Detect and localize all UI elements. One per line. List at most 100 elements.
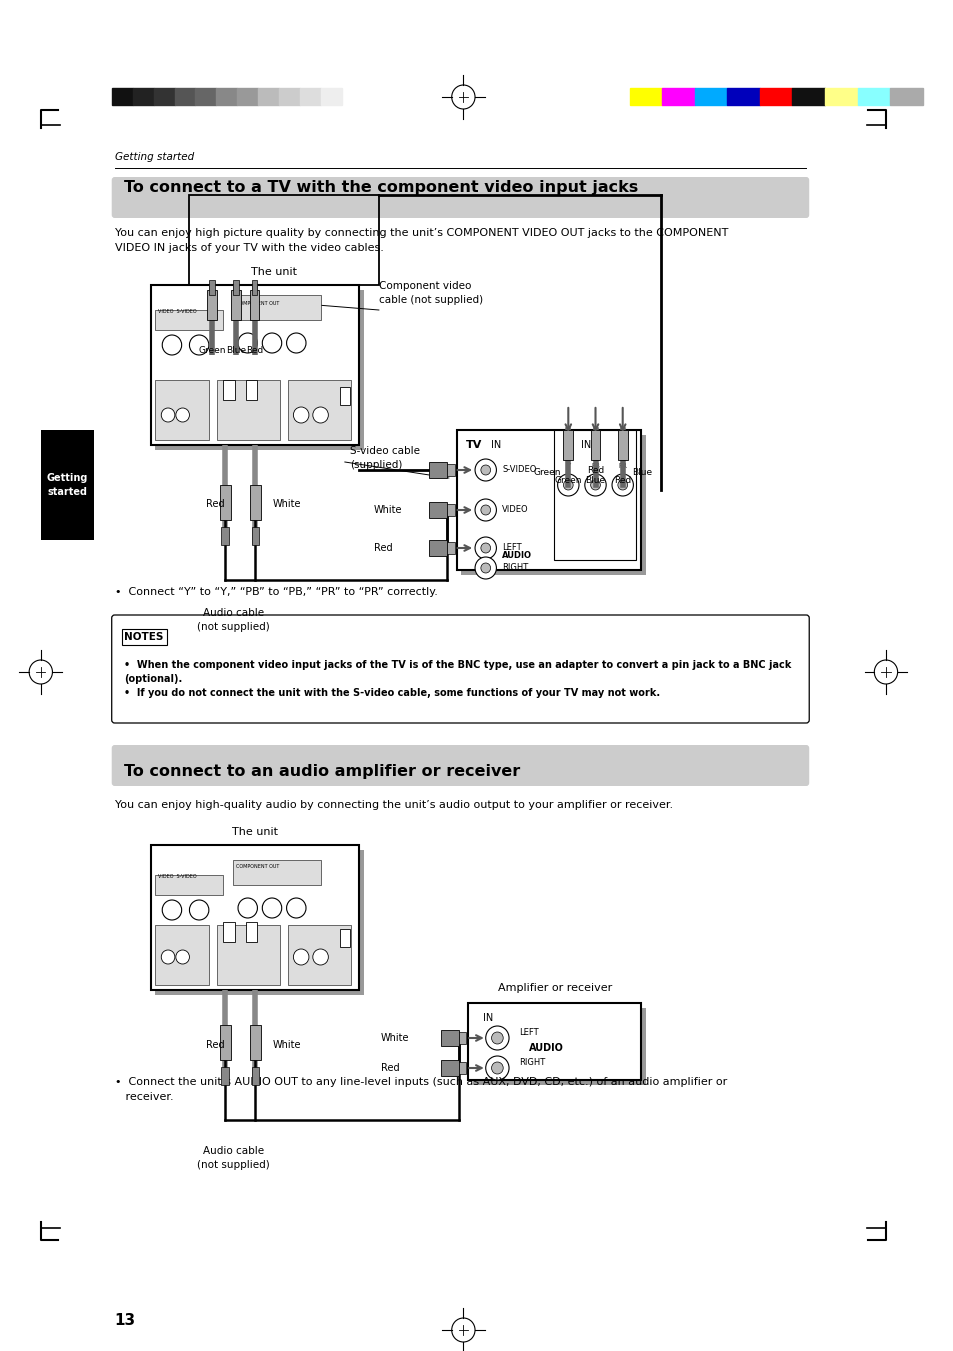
Text: Blue: Blue xyxy=(585,476,605,485)
Circle shape xyxy=(294,407,309,423)
Bar xyxy=(216,925,279,985)
Text: White: White xyxy=(273,499,301,509)
Text: White: White xyxy=(273,1040,301,1050)
Bar xyxy=(456,430,640,570)
Bar xyxy=(219,1025,231,1061)
Text: S-VIDEO: S-VIDEO xyxy=(501,466,536,474)
Bar xyxy=(258,88,279,105)
Bar xyxy=(112,88,132,105)
Bar xyxy=(339,386,350,405)
Text: Red: Red xyxy=(206,1040,224,1050)
Text: Red: Red xyxy=(380,1063,399,1073)
Bar xyxy=(287,380,351,440)
Text: Green: Green xyxy=(533,467,560,477)
Bar xyxy=(216,88,237,105)
Circle shape xyxy=(262,898,281,917)
FancyBboxPatch shape xyxy=(112,615,808,723)
Bar xyxy=(760,88,792,105)
Circle shape xyxy=(237,332,257,353)
Bar xyxy=(207,290,216,320)
Bar xyxy=(694,88,726,105)
Circle shape xyxy=(175,408,190,422)
Bar xyxy=(246,380,257,400)
Text: Blue: Blue xyxy=(226,346,246,355)
Text: TV: TV xyxy=(466,440,482,450)
Bar xyxy=(661,88,694,105)
Text: S-video cable
(supplied): S-video cable (supplied) xyxy=(350,446,419,470)
Text: Y: Y xyxy=(565,463,570,469)
Bar xyxy=(446,504,455,516)
Circle shape xyxy=(161,950,174,965)
Text: Getting started: Getting started xyxy=(114,153,193,162)
Text: VIDEO  S-VIDEO: VIDEO S-VIDEO xyxy=(158,874,196,880)
Bar xyxy=(440,1029,458,1046)
Text: RIGHT: RIGHT xyxy=(518,1058,544,1067)
Bar xyxy=(824,88,857,105)
Text: Green: Green xyxy=(198,346,225,355)
Bar xyxy=(153,88,174,105)
Circle shape xyxy=(313,407,328,423)
Circle shape xyxy=(485,1025,509,1050)
Circle shape xyxy=(294,948,309,965)
Text: AUDIO: AUDIO xyxy=(501,551,532,561)
Text: RIGHT: RIGHT xyxy=(501,563,528,573)
Bar xyxy=(209,280,214,295)
Bar xyxy=(190,195,378,285)
Bar xyxy=(429,540,446,557)
Bar xyxy=(132,88,153,105)
Text: 13: 13 xyxy=(114,1313,135,1328)
Circle shape xyxy=(618,480,627,490)
Circle shape xyxy=(475,536,496,559)
Text: AUDIO: AUDIO xyxy=(528,1043,563,1052)
Bar xyxy=(155,380,209,440)
Bar xyxy=(233,280,239,295)
Text: NOTES: NOTES xyxy=(124,632,164,642)
Text: •  Connect the unit’s AUDIO OUT to any line-level inputs (such as AUX, DVD, CD, : • Connect the unit’s AUDIO OUT to any li… xyxy=(114,1077,726,1102)
Text: Audio cable
(not supplied): Audio cable (not supplied) xyxy=(196,1146,270,1170)
Text: COMPONENT OUT: COMPONENT OUT xyxy=(235,301,279,305)
Bar xyxy=(300,88,321,105)
Bar xyxy=(155,925,209,985)
Bar xyxy=(252,280,257,295)
Text: Green: Green xyxy=(554,476,581,485)
Text: To connect to a TV with the component video input jacks: To connect to a TV with the component vi… xyxy=(124,180,638,195)
Circle shape xyxy=(175,950,190,965)
Bar xyxy=(726,88,760,105)
Bar xyxy=(458,1032,466,1044)
Circle shape xyxy=(480,563,490,573)
Text: •  When the component video input jacks of the TV is of the BNC type, use an ada: • When the component video input jacks o… xyxy=(124,661,791,685)
Text: White: White xyxy=(380,1034,409,1043)
Bar xyxy=(889,88,922,105)
Bar xyxy=(590,430,599,459)
Circle shape xyxy=(475,557,496,580)
Text: White: White xyxy=(374,505,402,515)
Bar xyxy=(252,527,259,544)
Bar xyxy=(553,430,636,561)
Bar xyxy=(618,430,627,459)
Text: The unit: The unit xyxy=(251,267,296,277)
Bar xyxy=(231,290,241,320)
Text: LEFT: LEFT xyxy=(518,1028,537,1038)
Text: •  If you do not connect the unit with the S-video cable, some functions of your: • If you do not connect the unit with th… xyxy=(124,688,659,698)
Text: COMPONENT OUT: COMPONENT OUT xyxy=(235,865,279,869)
Text: Red: Red xyxy=(614,476,631,485)
Circle shape xyxy=(491,1062,502,1074)
Circle shape xyxy=(313,948,328,965)
Bar xyxy=(221,527,229,544)
Text: To connect to an audio amplifier or receiver: To connect to an audio amplifier or rece… xyxy=(124,765,520,780)
Bar xyxy=(216,380,279,440)
Bar xyxy=(446,542,455,554)
FancyBboxPatch shape xyxy=(112,177,808,218)
Bar xyxy=(446,463,455,476)
Text: •  Connect “Y” to “Y,” “PB” to “PB,” “PR” to “PR” correctly.: • Connect “Y” to “Y,” “PB” to “PB,” “PR”… xyxy=(114,586,437,597)
Bar xyxy=(246,921,257,942)
Bar xyxy=(461,435,645,576)
FancyBboxPatch shape xyxy=(112,744,808,786)
Circle shape xyxy=(563,480,573,490)
Text: VIDEO  S-VIDEO: VIDEO S-VIDEO xyxy=(158,309,196,313)
Bar xyxy=(473,1008,645,1085)
Bar xyxy=(233,861,320,885)
Circle shape xyxy=(590,480,599,490)
Bar xyxy=(155,309,223,330)
Circle shape xyxy=(612,474,633,496)
